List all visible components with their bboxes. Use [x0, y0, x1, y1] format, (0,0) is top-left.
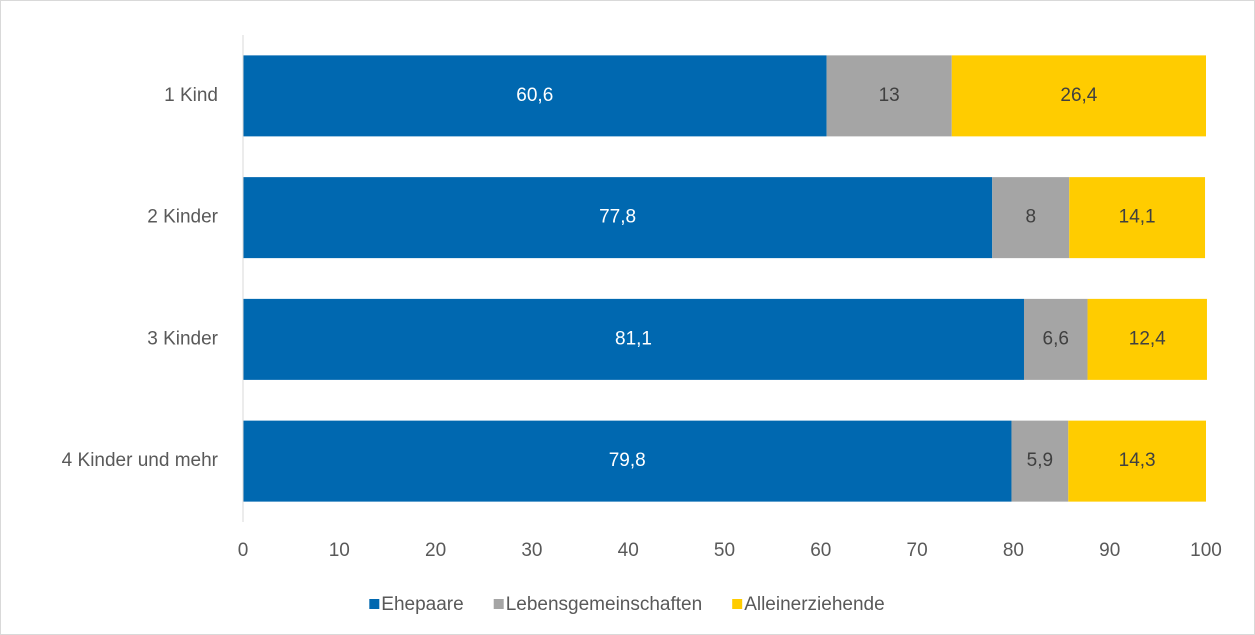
legend-swatch: [369, 599, 380, 609]
x-tick-label: 20: [425, 540, 446, 561]
bar-segment: [826, 55, 952, 137]
bar-segment: [243, 177, 993, 259]
data-label: 12,4: [1129, 328, 1166, 349]
y-tick-label: 4 Kinder und mehr: [62, 450, 219, 471]
legend-swatch: [732, 599, 743, 609]
bar-segment: [243, 55, 827, 137]
legend-label: Alleinerziehende: [744, 594, 885, 615]
bar-segment: [1011, 420, 1069, 502]
y-tick-label: 1 Kind: [164, 85, 218, 106]
legend-label: Lebensgemeinschaften: [506, 594, 702, 615]
x-tick-label: 100: [1190, 540, 1222, 561]
data-label: 8: [1025, 207, 1036, 228]
data-label: 14,3: [1119, 450, 1156, 471]
bar-segment: [243, 298, 1024, 380]
data-label: 81,1: [615, 328, 652, 349]
data-label: 60,6: [516, 85, 553, 106]
legend-label: Ehepaare: [381, 594, 463, 615]
x-tick-label: 50: [714, 540, 735, 561]
data-label: 14,1: [1119, 207, 1156, 228]
data-label: 6,6: [1043, 328, 1069, 349]
bar-segment: [1023, 298, 1088, 380]
bar-segment: [1068, 420, 1206, 502]
x-tick-label: 40: [618, 540, 639, 561]
bar-segment: [992, 177, 1070, 259]
bar-segment: [1069, 177, 1206, 259]
bar-segment: [951, 55, 1206, 137]
x-tick-label: 90: [1099, 540, 1120, 561]
x-tick-label: 80: [1003, 540, 1024, 561]
x-tick-label: 70: [907, 540, 928, 561]
y-tick-label: 3 Kinder: [147, 328, 218, 349]
data-label: 13: [879, 85, 900, 106]
x-tick-label: 30: [521, 540, 542, 561]
x-tick-label: 60: [810, 540, 831, 561]
data-label: 79,8: [609, 450, 646, 471]
bar-segment: [1087, 298, 1207, 380]
x-tick-label: 10: [329, 540, 350, 561]
x-tick-label: 0: [238, 540, 249, 561]
data-label: 5,9: [1027, 450, 1053, 471]
y-tick-label: 2 Kinder: [147, 207, 218, 228]
data-label: 77,8: [599, 207, 636, 228]
data-label: 26,4: [1060, 85, 1097, 106]
bar-segment: [243, 420, 1012, 502]
legend-swatch: [493, 599, 504, 609]
